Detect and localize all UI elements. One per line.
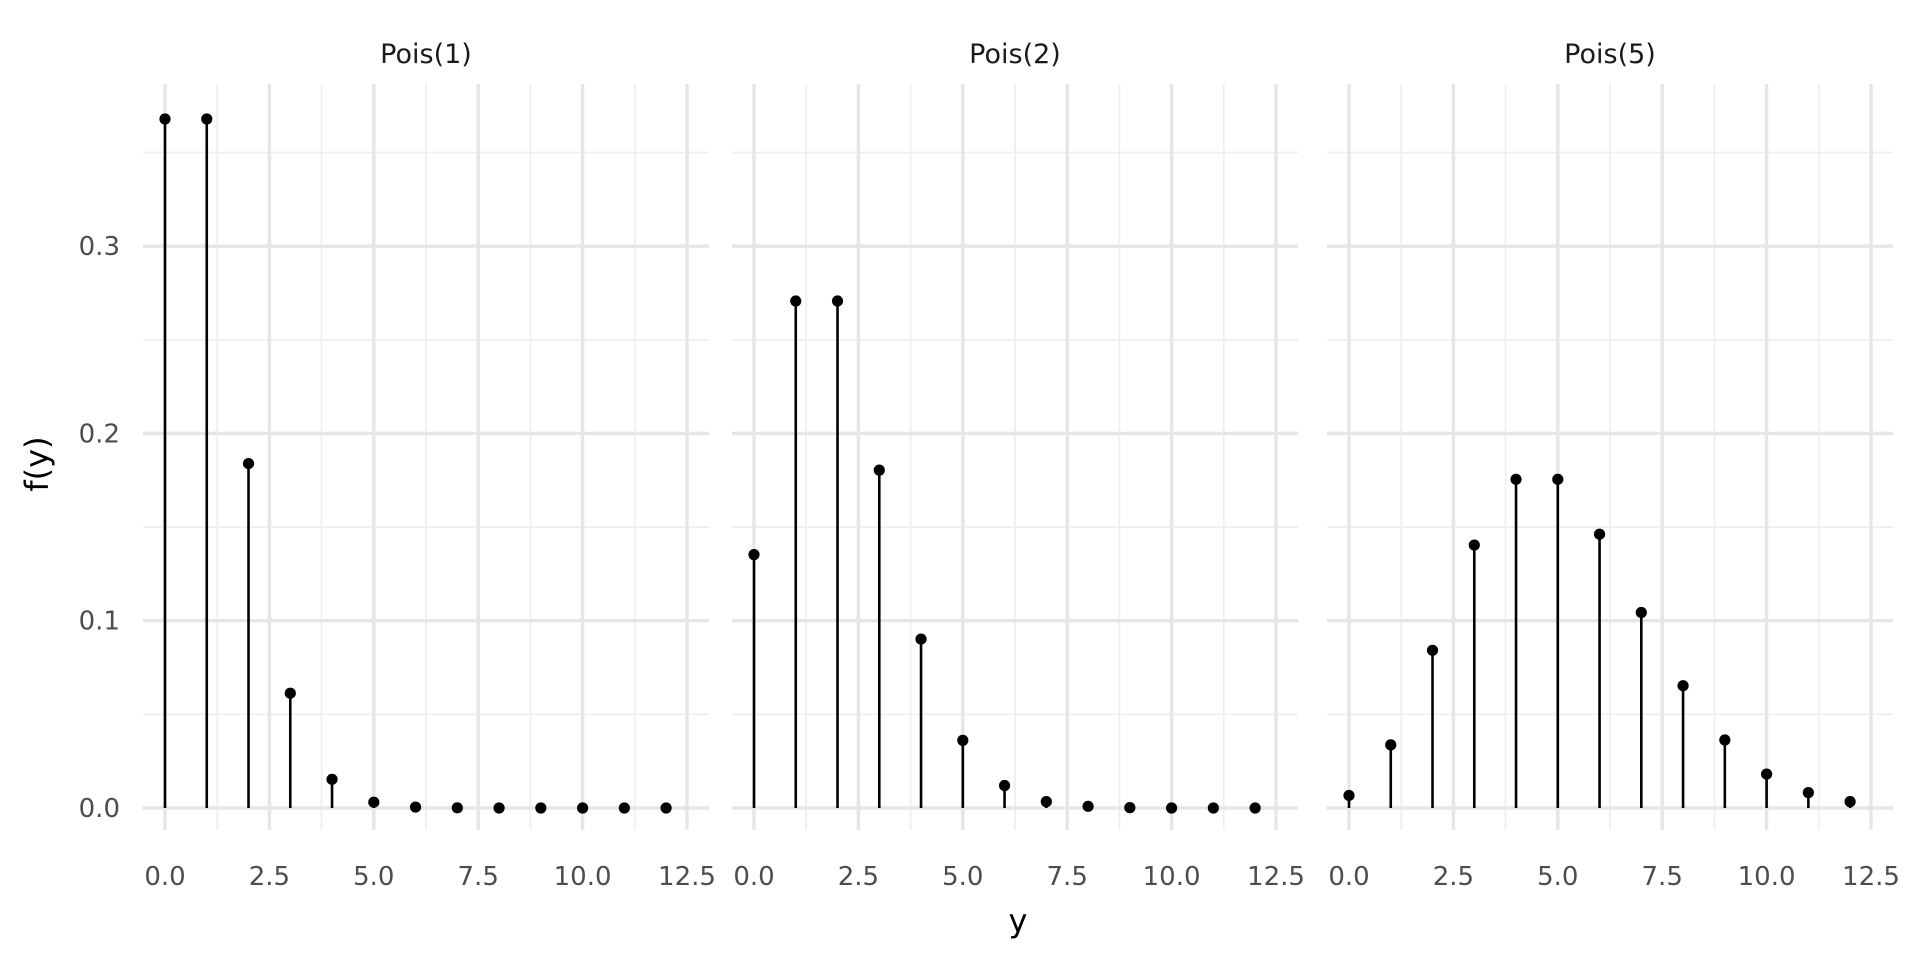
data-point [1249, 802, 1261, 814]
facet-title: Pois(1) [380, 39, 472, 70]
data-point [660, 802, 672, 814]
facet-title: Pois(5) [1564, 39, 1656, 70]
x-tick-label: 7.5 [1047, 862, 1088, 892]
x-tick-label: 5.0 [1537, 862, 1578, 892]
data-point [1844, 796, 1856, 808]
x-tick-label: 0.0 [733, 862, 774, 892]
data-point [1385, 739, 1397, 751]
facet-panel: Pois(5) 0.0 2.5 5.0 7.5 10.0 12.5 [1327, 39, 1900, 892]
y-tick-label: 0.3 [79, 232, 120, 262]
data-point [873, 464, 885, 476]
data-point [535, 802, 547, 814]
facet-panel: Pois(1) 0.0 2.5 5.0 7.5 10.0 12.5 [143, 39, 716, 892]
y-tick-label: 0.0 [79, 794, 120, 824]
data-point [1719, 734, 1731, 746]
x-tick-label: 12.5 [1842, 862, 1900, 892]
facet-title: Pois(2) [969, 39, 1061, 70]
facet-panels: Pois(1) 0.0 2.5 5.0 7.5 10.0 12.5 Pois(2) 0.0 2.5… [143, 39, 1900, 892]
x-tick-label: 12.5 [658, 862, 716, 892]
data-point [1166, 802, 1178, 814]
x-tick-label: 5.0 [353, 862, 394, 892]
y-axis-title: f(y) [18, 436, 56, 491]
data-point [790, 295, 802, 307]
data-point [1207, 802, 1219, 814]
data-point [998, 779, 1011, 792]
y-tick-label: 0.2 [79, 419, 120, 449]
x-tick-label: 2.5 [838, 862, 879, 892]
y-axis: 0.0 0.1 0.2 0.3 [79, 232, 120, 824]
data-point [1802, 787, 1814, 799]
data-point [1510, 473, 1522, 485]
x-tick-label: 7.5 [458, 862, 499, 892]
data-point [1593, 528, 1606, 540]
data-point [493, 802, 505, 814]
data-point [618, 802, 630, 814]
data-point [326, 773, 338, 785]
data-point [1343, 789, 1355, 802]
data-point [368, 796, 380, 808]
x-tick-label: 10.0 [1738, 862, 1796, 892]
data-point [451, 802, 463, 814]
data-point [201, 113, 213, 125]
data-point [748, 549, 760, 561]
data-point [1426, 644, 1439, 656]
data-point [957, 734, 969, 746]
data-point [1082, 800, 1094, 812]
y-tick-label: 0.1 [79, 607, 120, 637]
data-point [1677, 680, 1689, 692]
facet-panel: Pois(2) 0.0 2.5 5.0 7.5 10.0 12.5 [732, 39, 1305, 892]
data-point [915, 633, 927, 645]
x-tick-label: 12.5 [1247, 862, 1305, 892]
data-point [409, 801, 422, 813]
data-point [1468, 539, 1480, 551]
data-point [577, 802, 589, 814]
data-point [831, 295, 844, 307]
x-tick-label: 10.0 [554, 862, 612, 892]
data-point [1761, 768, 1773, 780]
data-point [1040, 796, 1052, 808]
x-tick-label: 0.0 [1328, 862, 1369, 892]
data-point [242, 457, 255, 470]
data-point [284, 687, 296, 699]
data-point [1552, 473, 1564, 485]
x-axis-title: y [1009, 902, 1028, 940]
x-tick-label: 7.5 [1642, 862, 1683, 892]
x-tick-label: 0.0 [144, 862, 185, 892]
x-tick-label: 2.5 [1433, 862, 1474, 892]
data-point [159, 113, 171, 125]
x-tick-label: 2.5 [249, 862, 290, 892]
x-tick-label: 10.0 [1143, 862, 1201, 892]
data-point [1635, 606, 1647, 619]
x-tick-label: 5.0 [942, 862, 983, 892]
data-point [1124, 802, 1136, 814]
